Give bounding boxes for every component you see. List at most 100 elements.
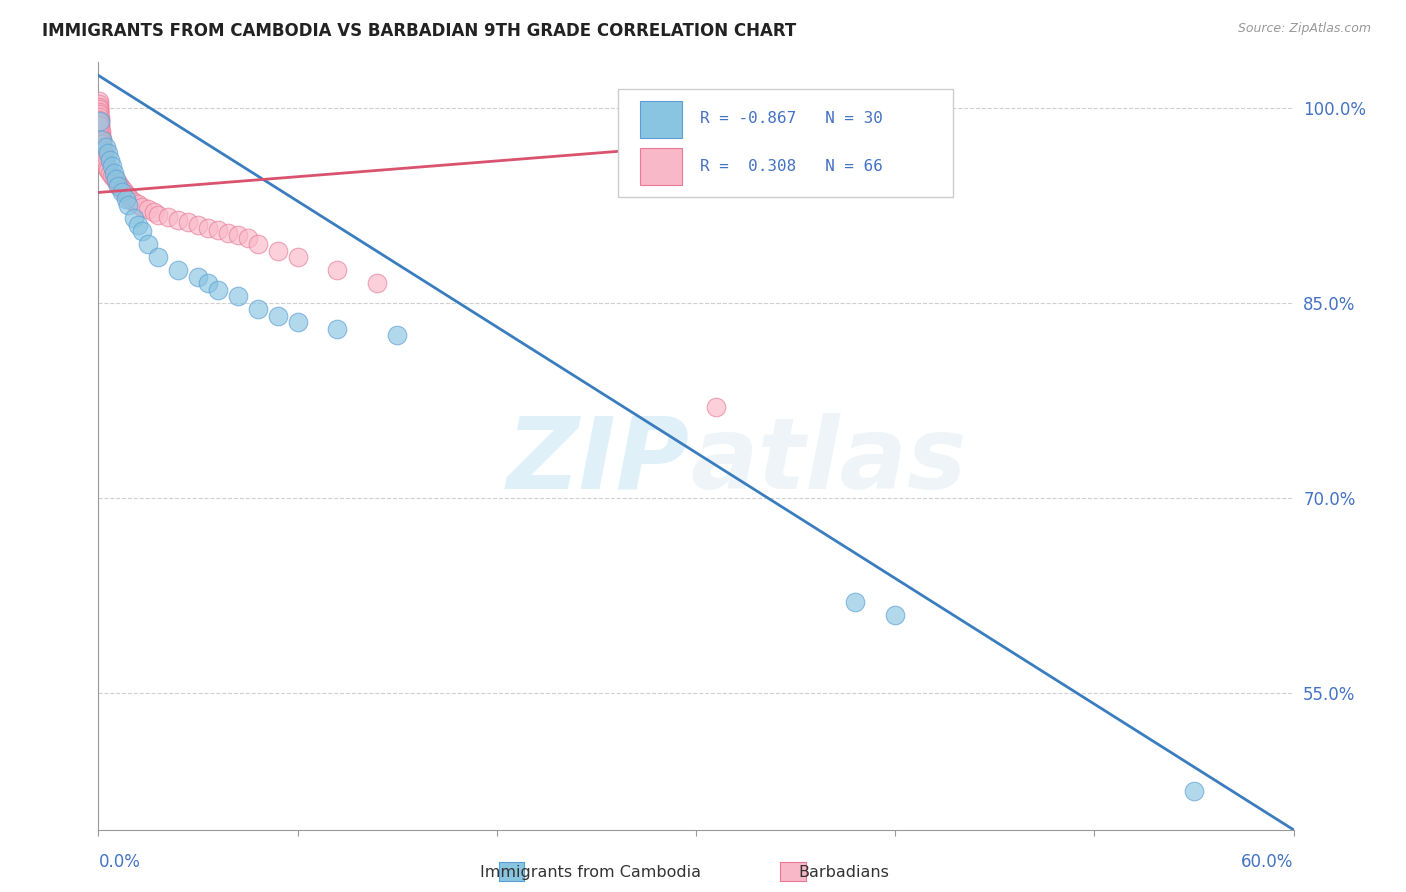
Point xyxy=(167,212,190,227)
Point xyxy=(93,147,115,161)
Point xyxy=(90,127,112,141)
Point xyxy=(87,101,110,115)
FancyBboxPatch shape xyxy=(619,89,953,197)
Point xyxy=(91,140,114,154)
Point xyxy=(91,133,114,147)
Point xyxy=(124,211,146,226)
Point xyxy=(87,112,110,127)
Point xyxy=(94,155,117,169)
Point xyxy=(187,270,209,285)
Point xyxy=(101,169,124,183)
Point xyxy=(93,150,115,164)
Point xyxy=(111,181,134,195)
Point xyxy=(91,137,114,152)
Point xyxy=(148,251,170,265)
Point xyxy=(90,124,112,138)
Point xyxy=(117,198,139,212)
Point xyxy=(89,112,111,126)
Point xyxy=(89,119,111,133)
Point xyxy=(287,251,309,265)
Point xyxy=(105,172,128,186)
Point xyxy=(177,215,200,229)
Point xyxy=(87,100,110,114)
FancyBboxPatch shape xyxy=(640,148,682,186)
Point xyxy=(385,328,409,343)
Point xyxy=(167,263,190,277)
Point xyxy=(117,189,139,203)
Point xyxy=(884,607,907,622)
Point xyxy=(89,106,111,120)
Point xyxy=(115,192,138,206)
Text: IMMIGRANTS FROM CAMBODIA VS BARBADIAN 9TH GRADE CORRELATION CHART: IMMIGRANTS FROM CAMBODIA VS BARBADIAN 9T… xyxy=(42,22,796,40)
Point xyxy=(267,244,290,258)
Point xyxy=(148,208,170,222)
Point xyxy=(127,218,149,232)
Point xyxy=(89,114,111,128)
Point xyxy=(96,161,118,175)
Point xyxy=(111,186,134,200)
Point xyxy=(110,178,132,193)
Point xyxy=(107,177,129,191)
Point xyxy=(287,316,309,330)
Point xyxy=(197,277,219,291)
Point xyxy=(87,115,110,129)
Point xyxy=(246,302,269,317)
Point xyxy=(1182,783,1205,797)
Point xyxy=(226,228,249,243)
Point xyxy=(107,178,129,193)
Point xyxy=(112,184,135,198)
Point xyxy=(157,210,180,224)
Point xyxy=(96,158,118,172)
Point xyxy=(136,237,159,252)
Point xyxy=(87,95,110,109)
Point xyxy=(207,223,229,237)
Text: Barbadians: Barbadians xyxy=(799,865,889,880)
Point xyxy=(87,107,110,121)
Point xyxy=(87,97,110,112)
Point xyxy=(267,309,290,323)
Point xyxy=(103,171,125,186)
Point xyxy=(105,174,128,188)
Y-axis label: 9th Grade: 9th Grade xyxy=(0,408,7,484)
Point xyxy=(91,135,114,149)
Point xyxy=(97,146,120,161)
Point xyxy=(143,205,166,219)
Text: atlas: atlas xyxy=(690,413,966,510)
Point xyxy=(217,226,239,240)
Point xyxy=(103,166,125,180)
Point xyxy=(246,237,269,252)
Point xyxy=(124,194,146,209)
Point xyxy=(97,163,120,178)
Text: R = -0.867   N = 30: R = -0.867 N = 30 xyxy=(700,111,883,126)
Point xyxy=(366,277,388,291)
Point xyxy=(115,186,138,201)
Point xyxy=(120,192,142,206)
Text: 0.0%: 0.0% xyxy=(98,853,141,871)
Point xyxy=(87,103,110,118)
FancyBboxPatch shape xyxy=(640,101,682,137)
Point xyxy=(127,197,149,211)
Point xyxy=(98,166,122,180)
Point xyxy=(101,160,124,174)
Point xyxy=(93,145,115,160)
Point xyxy=(87,110,110,124)
Point xyxy=(90,132,112,146)
Point xyxy=(326,263,349,277)
Point xyxy=(136,202,159,217)
Text: ZIP: ZIP xyxy=(508,413,690,510)
Point xyxy=(98,153,122,167)
Text: Source: ZipAtlas.com: Source: ZipAtlas.com xyxy=(1237,22,1371,36)
Text: R =  0.308   N = 66: R = 0.308 N = 66 xyxy=(700,159,883,174)
Point xyxy=(94,153,117,167)
Point xyxy=(87,102,110,116)
Point xyxy=(207,283,229,297)
Point xyxy=(197,220,219,235)
Point xyxy=(326,322,349,336)
Point xyxy=(131,224,153,238)
Point xyxy=(131,200,153,214)
Point xyxy=(91,143,114,157)
Point xyxy=(96,140,118,154)
Point xyxy=(89,121,111,136)
Point xyxy=(89,114,111,128)
Point xyxy=(226,289,249,303)
